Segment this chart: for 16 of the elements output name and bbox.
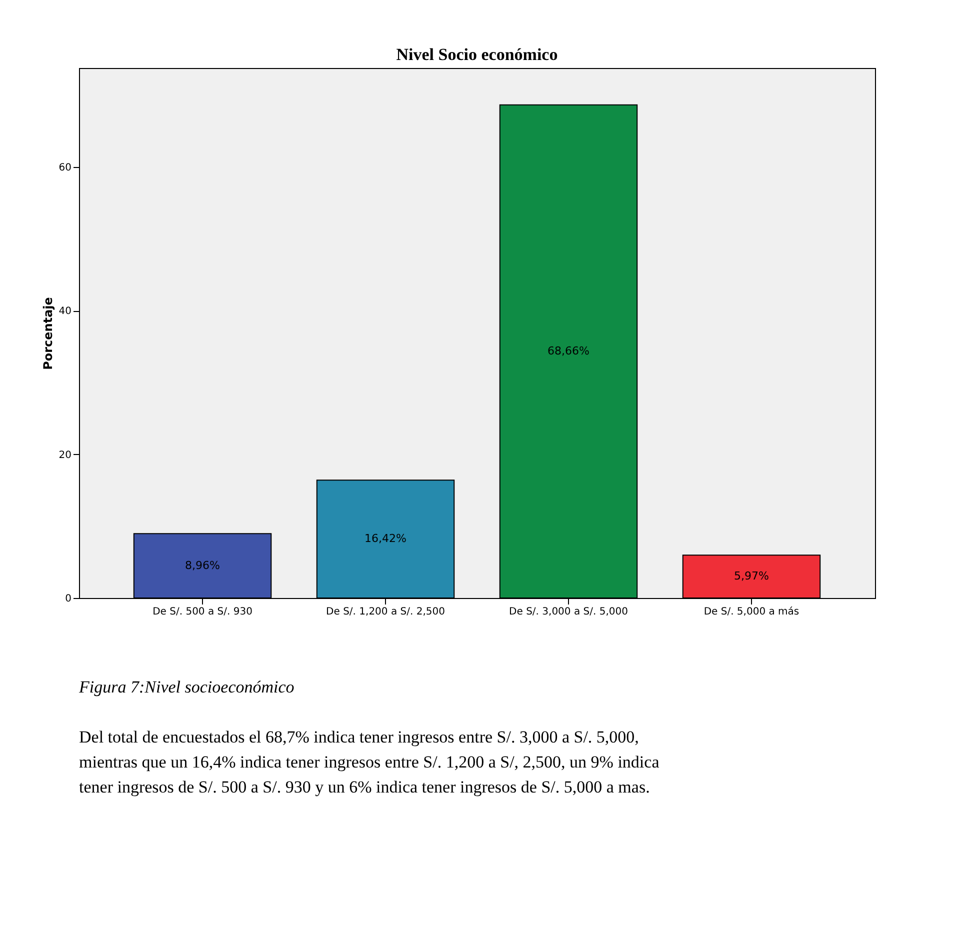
x-tick-label: De S/. 1,200 a S/. 2,500 [326,606,445,618]
data-label: 8,96% [185,558,220,572]
data-label: 16,42% [364,532,406,546]
x-tick-label: De S/. 5,000 a más [704,606,800,618]
text: Del total de encuestados el 68,7% indica tener ingresos entre S/. 3,000 a S/. 5,000, mientras que un 16,4% indica tener ingresos entre S/. 1,200 a S/, 2,500, un 9% indica tener ingresos de S/. 500 a S/. 930 y un 6% indica tener ingresos de S/. 5,000 a mas. [79,728,660,796]
data-label: 68,66% [548,344,590,358]
y-tick-label: 0 [65,594,72,604]
x-tick-label: De S/. 500 a S/. 930 [152,606,252,618]
text: Figura 7:Nivel socioeconómico [78,678,294,696]
y-tick-label: 60 [58,162,72,174]
data-label: 5,97% [734,570,769,583]
y-tick-label: 20 [58,450,72,461]
x-tick-label: De S/. 3,000 a S/. 5,000 [509,606,628,618]
chart-title: Nivel Socio económico [396,45,558,64]
y-tick-label: 40 [58,306,72,318]
y-axis-title: Porcentaje [40,297,55,370]
